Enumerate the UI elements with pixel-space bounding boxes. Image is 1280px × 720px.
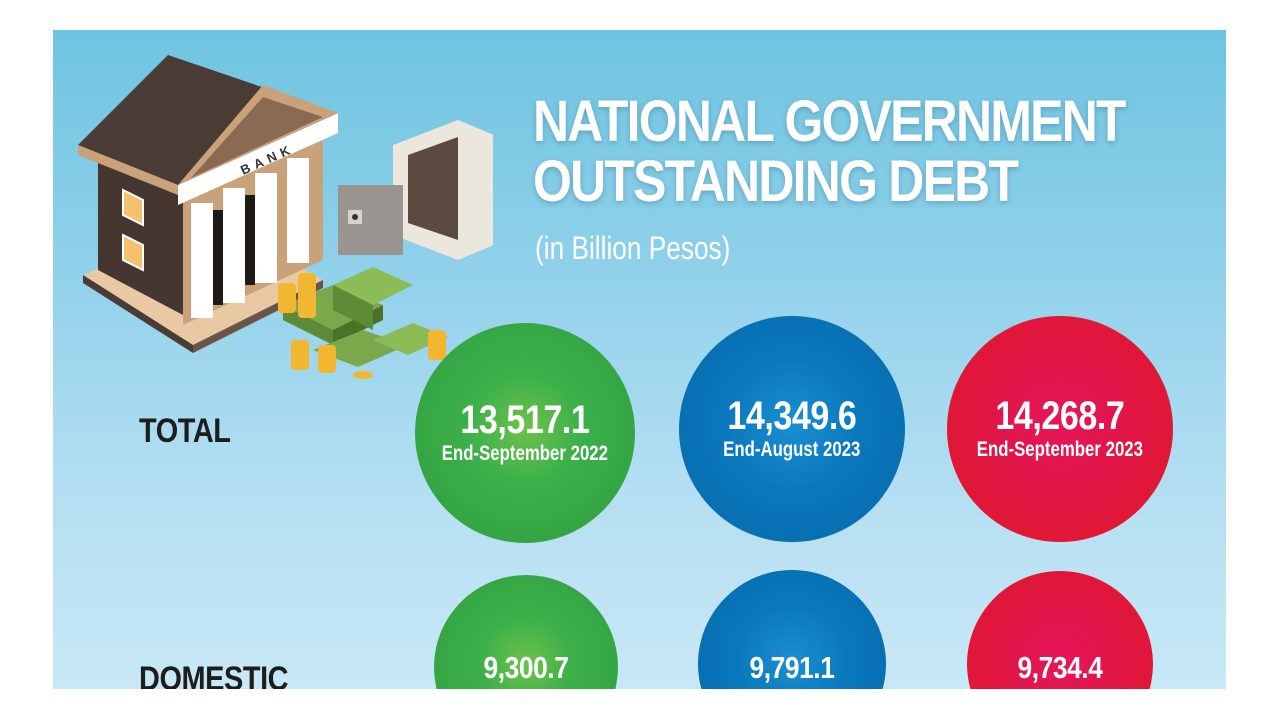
bank-illustration: BANK [78,55,493,379]
total-aug-2023-period: End-August 2023 [723,438,861,461]
domestic-aug-2023-circle: 9,791.1 [698,570,886,689]
total-sep-2022-value: 13,517.1 [460,398,590,442]
open-safe-icon [338,120,493,260]
infographic-panel: BANK [53,30,1226,689]
units-subtitle: (in Billion Pesos) [535,230,731,266]
domestic-sep-2023-circle: 9,734.4 [967,571,1153,689]
coin-stack-icon [278,273,446,379]
total-aug-2023-circle: 14,349.6 End-August 2023 [679,316,905,542]
bank-building-icon: BANK [78,55,338,353]
total-aug-2023-value: 14,349.6 [727,394,857,438]
total-sep-2023-circle: 14,268.7 End-September 2023 [947,316,1173,542]
domestic-sep-2023-value: 9,734.4 [1017,650,1103,685]
domestic-aug-2023-value: 9,791.1 [749,650,835,685]
total-sep-2023-period: End-September 2023 [976,438,1144,461]
title-line-1: NATIONAL GOVERNMENT [533,89,1126,154]
row-label-domestic: DOMESTIC [139,660,289,689]
total-sep-2023-value: 14,268.7 [995,394,1125,438]
page-title: NATIONAL GOVERNMENT OUTSTANDING DEBT [533,89,1126,214]
row-label-total: TOTAL [139,412,231,450]
domestic-sep-2022-circle: 9,300.7 [434,575,618,689]
title-line-2: OUTSTANDING DEBT [533,149,1019,214]
total-sep-2022-circle: 13,517.1 End-September 2022 [415,323,635,543]
domestic-sep-2022-value: 9,300.7 [483,650,569,685]
total-sep-2022-period: End-September 2022 [441,442,609,465]
